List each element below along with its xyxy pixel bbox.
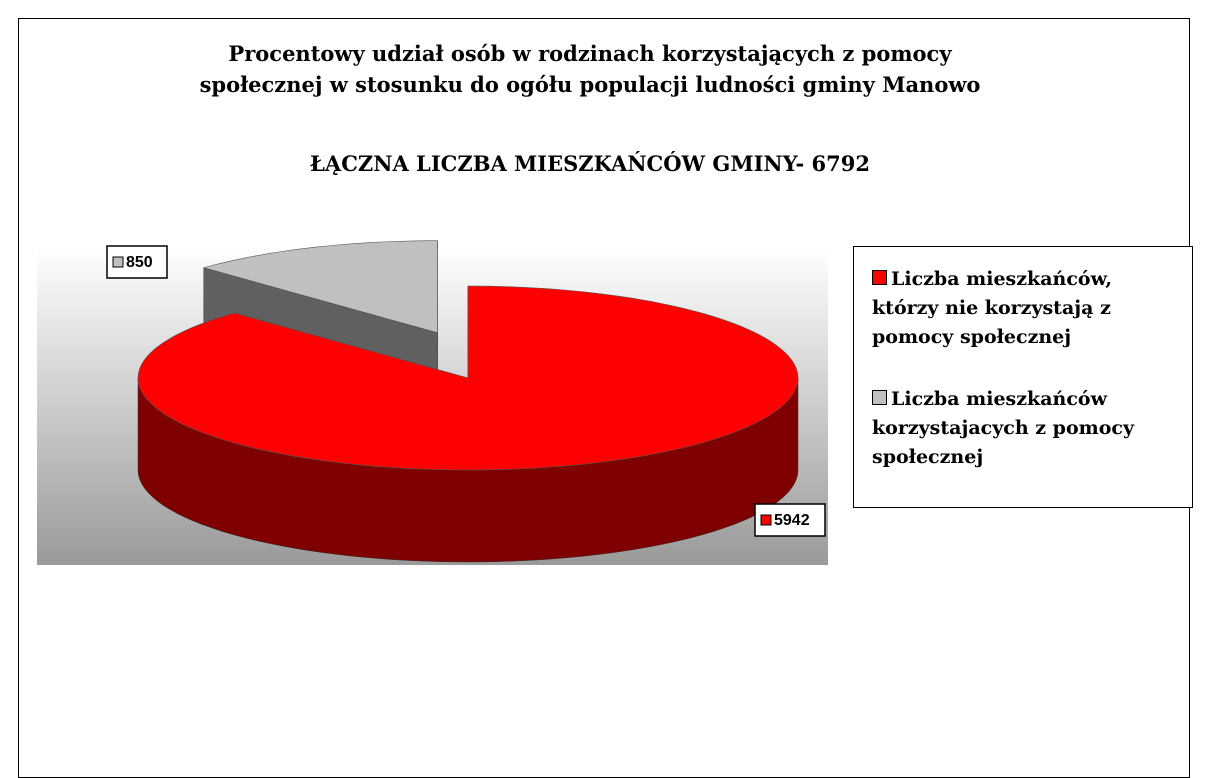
chart-subtitle: ŁĄCZNA LICZBA MIESZKAŃCÓW GMINY- 6792 xyxy=(310,151,870,176)
legend-entry: Liczba mieszkańców korzystajacych z pomo… xyxy=(872,385,1172,472)
data-label-swatch xyxy=(112,256,124,268)
data-label: 5942 xyxy=(774,512,810,529)
legend-label: Liczba mieszkańców korzystajacych z pomo… xyxy=(872,388,1135,468)
legend-label: Liczba mieszkańców, którzy nie korzystaj… xyxy=(872,268,1112,348)
legend-swatch xyxy=(872,390,887,405)
data-label: 850 xyxy=(126,254,153,271)
chart-title: Procentowy udział osób w rodzinach korzy… xyxy=(199,41,981,97)
data-label-swatch xyxy=(760,514,772,526)
legend-swatch xyxy=(872,270,887,285)
legend: Liczba mieszkańców, którzy nie korzystaj… xyxy=(853,246,1193,508)
pie-slice xyxy=(137,285,799,471)
pie-slice xyxy=(202,240,438,334)
legend-entry: Liczba mieszkańców, którzy nie korzystaj… xyxy=(872,265,1172,352)
